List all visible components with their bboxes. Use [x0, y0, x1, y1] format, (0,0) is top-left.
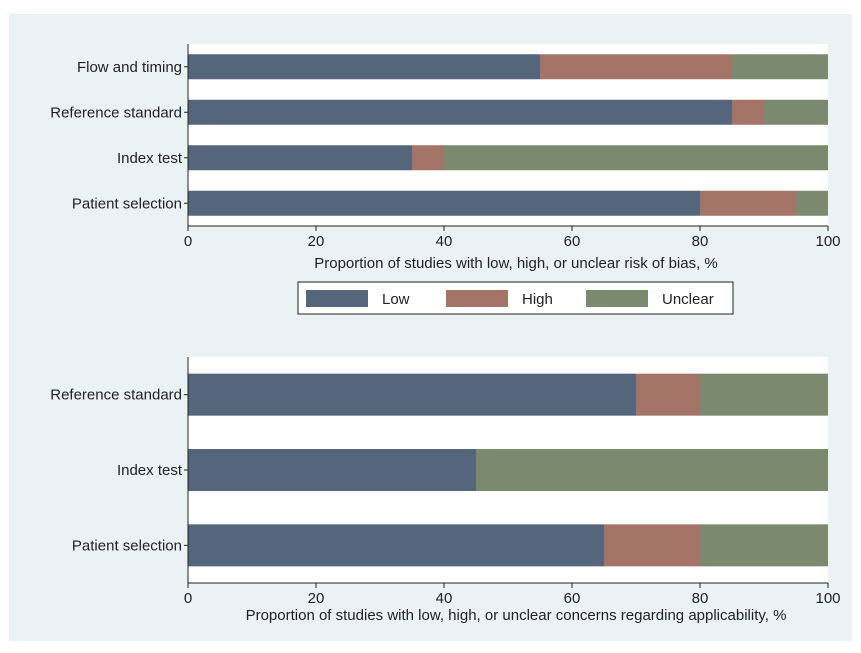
x-tick-label: 80 [692, 233, 709, 250]
legend-box [297, 281, 734, 315]
category-label-index-test: Index test [117, 462, 183, 479]
x-tick-label: 100 [815, 233, 840, 250]
legend: Low High Unclear [297, 281, 734, 315]
bar-reference-standard-high [636, 373, 700, 416]
x-tick-label: 0 [184, 233, 192, 250]
bar-patient-selection-high [700, 190, 796, 216]
legend-label-low: Low [382, 291, 410, 308]
bar-index-test-unclear [476, 449, 828, 491]
bar-reference-standard-unclear [700, 373, 828, 416]
category-label-flow-and-timing: Flow and timing [77, 59, 182, 76]
chart-panel-1: Flow and timing Reference standard Index t… [50, 44, 841, 272]
bar-reference-standard-low [188, 99, 732, 125]
bar-index-test-high [412, 145, 444, 171]
bar-patient-selection-low [188, 190, 700, 216]
bar-flow-and-timing-low [188, 54, 540, 80]
bar-index-test-low [188, 145, 412, 171]
bar-index-test-low [188, 449, 476, 491]
bar-reference-standard-low [188, 373, 636, 416]
bar-index-test-unclear [444, 145, 828, 171]
bar-reference-standard-high [732, 99, 764, 125]
legend-label-high: High [522, 291, 553, 308]
bar-patient-selection-low [188, 524, 604, 567]
x-axis-title: Proportion of studies with low, high, or… [246, 607, 787, 624]
bar-patient-selection-unclear [700, 524, 828, 567]
category-label-reference-standard: Reference standard [50, 387, 182, 404]
category-label-index-test: Index test [117, 150, 183, 167]
legend-swatch-unclear [586, 290, 648, 307]
bar-patient-selection-high [604, 524, 700, 567]
legend-label-unclear: Unclear [662, 291, 714, 308]
bar-reference-standard-unclear [764, 99, 828, 125]
x-tick-label: 60 [564, 233, 581, 250]
x-tick-label: 20 [308, 233, 325, 250]
x-axis-title: Proportion of studies with low, high, or… [314, 255, 718, 272]
x-tick-label: 40 [436, 233, 453, 250]
legend-swatch-low [306, 290, 368, 307]
bar-flow-and-timing-high [540, 54, 732, 80]
bar-patient-selection-unclear [796, 190, 828, 216]
legend-swatch-high [446, 290, 508, 307]
x-tick-label: 0 [184, 590, 192, 607]
bar-flow-and-timing-unclear [732, 54, 828, 80]
x-tick-label: 100 [815, 590, 840, 607]
category-label-patient-selection: Patient selection [72, 195, 182, 212]
chart-panel-2: Reference standard Index test Patient sele… [50, 357, 841, 624]
x-tick-label: 60 [564, 590, 581, 607]
x-tick-label: 80 [692, 590, 709, 607]
category-label-patient-selection: Patient selection [72, 537, 182, 554]
category-label-reference-standard: Reference standard [50, 104, 182, 121]
x-tick-label: 40 [436, 590, 453, 607]
x-tick-label: 20 [308, 590, 325, 607]
